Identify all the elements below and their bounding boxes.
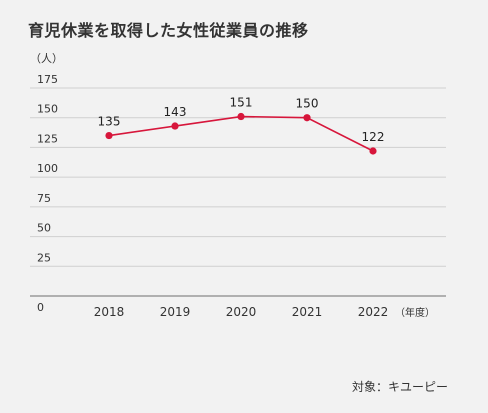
y-tick-label: 175 [37,73,58,86]
data-point [303,114,311,122]
x-tick-label: 2019 [160,305,191,319]
x-axis-unit: （年度） [395,306,435,319]
y-tick-label: 75 [37,192,51,205]
data-label: 143 [164,105,187,119]
data-point [171,122,179,130]
data-point [105,131,113,140]
chart-title: 育児休業を取得した女性従業員の推移 [28,21,309,40]
data-label: 150 [296,97,319,111]
x-tick-label: 2022 [358,305,389,319]
series-line [108,115,374,152]
data-label: 122 [362,130,385,144]
y-axis-unit: （人） [30,52,63,65]
y-tick-label: 100 [37,162,58,175]
y-tick-label: 50 [37,222,51,235]
data-point [237,112,245,121]
data-label: 151 [230,96,253,110]
y-tick-label: 150 [37,103,58,116]
x-tick-label: 2021 [292,305,323,319]
y-tick-label: 0 [37,301,44,314]
source-note: 対象：キユーピー [351,380,448,394]
x-tick-label: 2018 [94,305,125,319]
x-tick-label: 2020 [226,305,257,319]
y-tick-label: 125 [37,132,58,145]
data-point [369,147,377,155]
data-label: 135 [98,115,121,129]
y-tick-label: 25 [37,251,51,264]
